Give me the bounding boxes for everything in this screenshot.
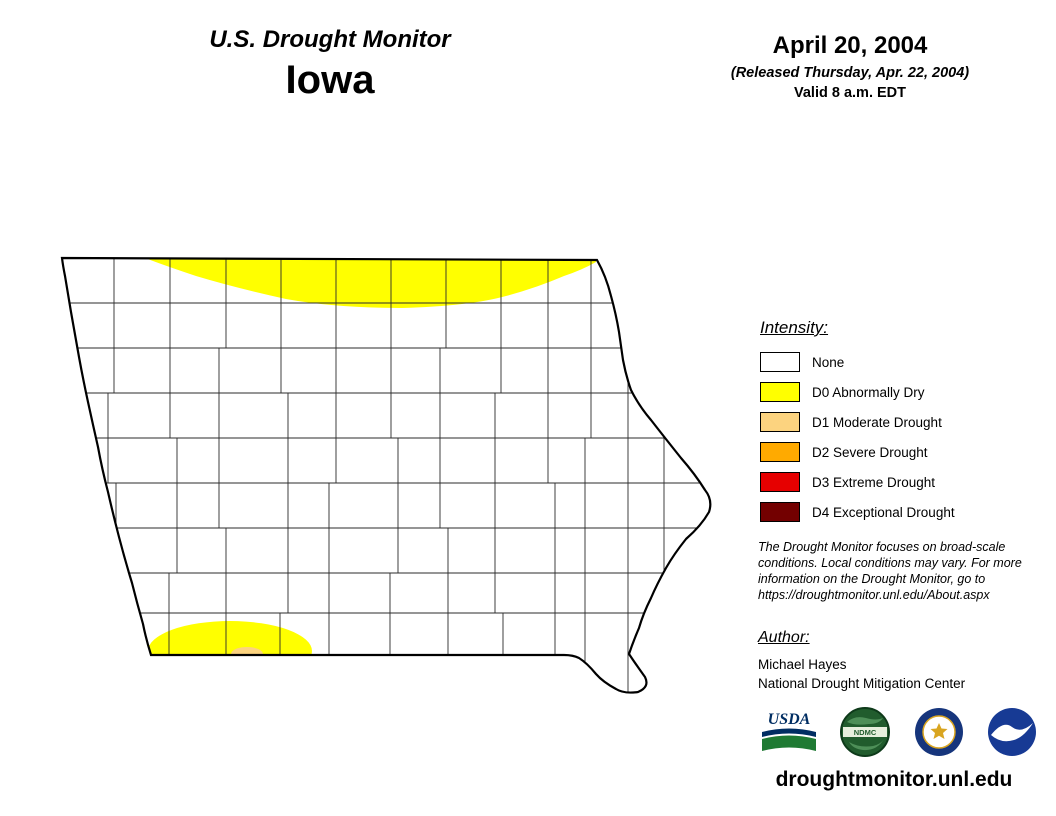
- report-title: U.S. Drought Monitor: [209, 26, 451, 53]
- release-date: (Released Thursday, Apr. 22, 2004): [730, 65, 970, 81]
- legend-item-d1: D1 Moderate Drought: [760, 412, 955, 432]
- legend-label-d4: D4 Exceptional Drought: [812, 504, 955, 520]
- legend-swatch-d0: [760, 382, 800, 402]
- state-name: Iowa: [285, 58, 375, 102]
- legend-panel: Intensity: None D0 Abnormally Dry D1 Mod…: [760, 318, 955, 532]
- ndmc-logo-text: NDMC: [854, 728, 877, 737]
- commerce-seal-logo: [914, 708, 963, 756]
- legend-item-d2: D2 Severe Drought: [760, 442, 955, 462]
- legend-swatch-d4: [760, 502, 800, 522]
- noaa-gull-icon: [990, 723, 1033, 742]
- disclaimer-text: The Drought Monitor focuses on broad-sca…: [758, 540, 1022, 602]
- legend-item-d0: D0 Abnormally Dry: [760, 382, 955, 402]
- legend-label-d1: D1 Moderate Drought: [812, 414, 942, 430]
- commerce-seal-emblem: [930, 723, 948, 739]
- logo-row: USDA NDMC: [760, 706, 1038, 758]
- usda-logo: USDA: [762, 711, 816, 751]
- legend-swatch-d3: [760, 472, 800, 492]
- legend-heading: Intensity:: [760, 318, 829, 337]
- header-right: April 20, 2004 (Released Thursday, Apr. …: [700, 32, 1000, 101]
- legend-item-none: None: [760, 352, 955, 372]
- legend-swatch-d2: [760, 442, 800, 462]
- author-heading: Author:: [758, 629, 810, 646]
- iowa-drought-map: [60, 256, 712, 694]
- footer-url: droughtmonitor.unl.edu: [775, 768, 1013, 791]
- d0-area-south: [148, 621, 312, 681]
- valid-time: Valid 8 a.m. EDT: [793, 85, 906, 101]
- legend-label-d3: D3 Extreme Drought: [812, 474, 936, 490]
- state-outline: [60, 256, 712, 694]
- legend-label-d0: D0 Abnormally Dry: [812, 384, 925, 400]
- d0-area-north: [145, 258, 596, 308]
- author-organization: National Drought Mitigation Center: [758, 676, 966, 691]
- usda-logo-blue-band: [762, 728, 816, 737]
- usda-logo-green-band: [762, 735, 816, 751]
- map-date: April 20, 2004: [772, 32, 928, 59]
- header-left: U.S. Drought Monitor Iowa: [130, 26, 530, 103]
- legend-item-d4: D4 Exceptional Drought: [760, 502, 955, 522]
- legend-swatch-none: [760, 352, 800, 372]
- usda-logo-text: USDA: [768, 711, 811, 728]
- legend-label-d2: D2 Severe Drought: [812, 444, 928, 460]
- noaa-logo: [987, 708, 1036, 756]
- legend-label-none: None: [812, 354, 845, 370]
- legend-item-d3: D3 Extreme Drought: [760, 472, 955, 492]
- state-fill: [62, 258, 711, 693]
- author-name: Michael Hayes: [758, 657, 847, 672]
- legend-swatch-d1: [760, 412, 800, 432]
- ndmc-logo: NDMC: [840, 707, 891, 757]
